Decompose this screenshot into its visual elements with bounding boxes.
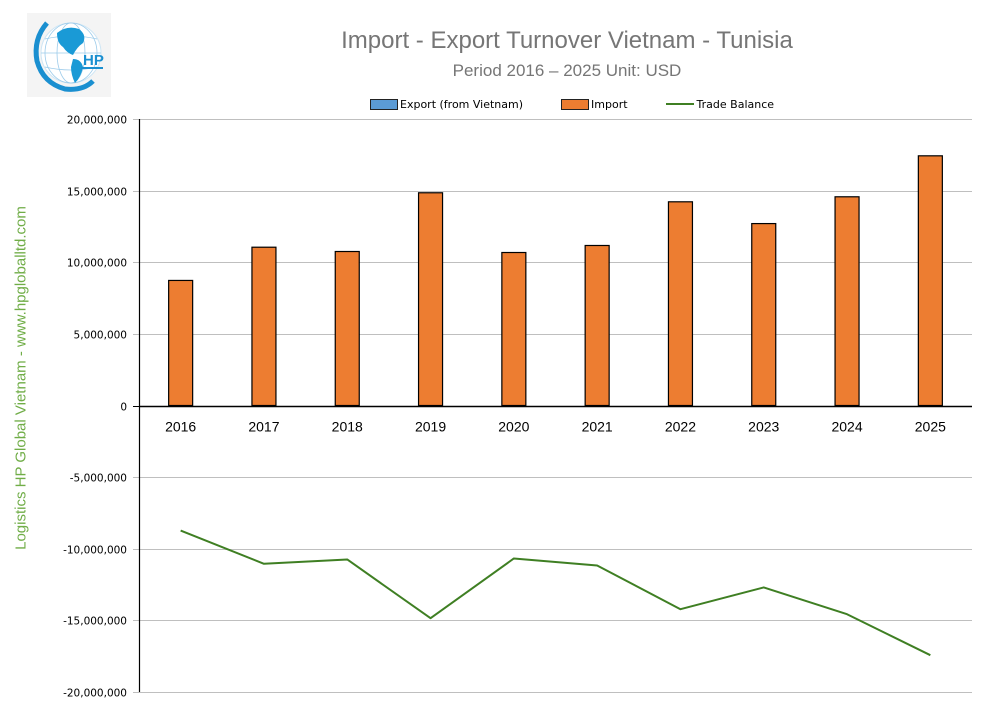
x-tick-label: 2021 (582, 419, 613, 435)
x-axis-labels: 2016 2017 2018 2019 2020 2021 2022 2023 2024 2025 (165, 419, 946, 435)
x-tick-label: 2018 (332, 419, 363, 435)
y-tick-label: -15,000,000 (63, 616, 127, 628)
import-bar-2023 (751, 222, 777, 407)
y-tick-label: 5,000,000 (74, 330, 127, 342)
chart-subtitle: Period 2016 – 2025 Unit: USD (452, 61, 682, 80)
legend-label-import: Import (591, 97, 628, 111)
legend-item-export[interactable]: Export (from Vietnam) (370, 98, 523, 111)
y-tick-label: 10,000,000 (67, 258, 127, 270)
import-bar-2016 (168, 279, 194, 407)
chart-title: Import - Export Turnover Vietnam - Tunis… (341, 27, 793, 54)
y-tick-label: -10,000,000 (63, 545, 127, 557)
trade-balance-polyline (180, 529, 931, 657)
y-tick-label: -5,000,000 (70, 473, 127, 485)
legend-label-export: Export (from Vietnam) (400, 97, 524, 111)
import-bars (168, 155, 943, 407)
globe-logo-icon: HP (27, 13, 111, 97)
import-bar-2020 (501, 251, 527, 407)
import-bar-2017 (251, 246, 277, 407)
x-tick-label: 2023 (748, 419, 779, 435)
import-bar-2021 (584, 244, 610, 407)
y-tick-label: 15,000,000 (67, 187, 127, 199)
trade-balance-line-icon (665, 103, 694, 105)
x-tick-label: 2022 (665, 419, 696, 435)
x-tick-label: 2019 (415, 419, 446, 435)
gridlines (133, 119, 972, 693)
chart-legend: Export (from Vietnam) Import Trade Balan… (370, 96, 812, 112)
x-tick-label: 2020 (498, 419, 529, 435)
x-tick-label: 2017 (248, 419, 279, 435)
import-bar-2024 (834, 196, 860, 407)
export-swatch-icon (370, 98, 398, 110)
import-bar-2019 (417, 192, 444, 407)
import-bar-2018 (334, 250, 360, 407)
y-axis-labels: 20,000,000 15,000,000 10,000,000 5,000,000 0… (63, 115, 127, 700)
legend-item-import[interactable]: Import (561, 98, 628, 111)
trade-balance-line (180, 529, 931, 657)
x-tick-label: 2024 (831, 419, 862, 435)
legend-label-trade-balance: Trade Balance (696, 97, 775, 111)
y-tick-label: 0 (120, 402, 127, 414)
hp-global-logo: HP (27, 13, 111, 97)
x-tick-label: 2016 (165, 419, 196, 435)
x-tick-label: 2025 (915, 419, 946, 435)
legend-item-trade-balance[interactable]: Trade Balance (665, 97, 775, 111)
import-bar-2025 (917, 155, 943, 407)
svg-text:HP: HP (83, 52, 104, 69)
y-tick-label: -20,000,000 (63, 688, 127, 700)
axes (138, 119, 972, 692)
import-bar-2022 (667, 201, 694, 407)
import-swatch-icon (561, 98, 590, 110)
y-tick-label: 20,000,000 (67, 115, 127, 127)
